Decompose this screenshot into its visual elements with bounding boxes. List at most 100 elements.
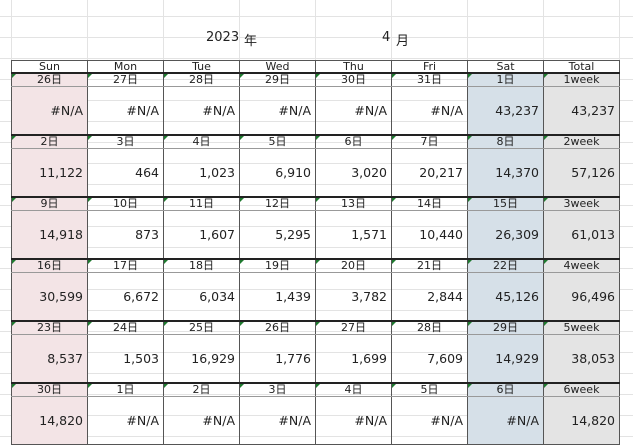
header-total[interactable]: Total — [543, 60, 620, 74]
date-cell-fri[interactable]: 14日 — [391, 196, 468, 211]
date-cell-sat[interactable]: 29日 — [467, 320, 544, 335]
value-cell-sat[interactable]: #N/A — [467, 396, 544, 445]
date-cell-tue[interactable]: 28日 — [163, 72, 240, 87]
value-cell-sat[interactable]: 26,309 — [467, 210, 544, 260]
date-cell-sat[interactable]: 8日 — [467, 134, 544, 149]
value-cell-sat[interactable]: 14,929 — [467, 334, 544, 384]
value-cell-tue[interactable]: 1,607 — [163, 210, 240, 260]
date-cell-tue[interactable]: 11日 — [163, 196, 240, 211]
date-cell-sat[interactable]: 1日 — [467, 72, 544, 87]
value-cell-fri[interactable]: 10,440 — [391, 210, 468, 260]
date-cell-thu[interactable]: 20日 — [315, 258, 392, 273]
value-cell-tue[interactable]: #N/A — [163, 396, 240, 445]
date-cell-total[interactable]: 3week — [543, 196, 620, 211]
value-cell-thu[interactable]: #N/A — [315, 396, 392, 445]
value-cell-sun[interactable]: 14,918 — [11, 210, 88, 260]
date-cell-mon[interactable]: 1日 — [87, 382, 164, 397]
header-wed[interactable]: Wed — [239, 60, 316, 74]
date-cell-tue[interactable]: 18日 — [163, 258, 240, 273]
value-cell-mon[interactable]: 873 — [87, 210, 164, 260]
date-cell-wed[interactable]: 5日 — [239, 134, 316, 149]
value-cell-wed[interactable]: #N/A — [239, 86, 316, 136]
value-cell-mon[interactable]: 1,503 — [87, 334, 164, 384]
header-tue[interactable]: Tue — [163, 60, 240, 74]
value-cell-sat[interactable]: 45,126 — [467, 272, 544, 322]
value-cell-tue[interactable]: #N/A — [163, 86, 240, 136]
date-cell-mon[interactable]: 24日 — [87, 320, 164, 335]
date-cell-thu[interactable]: 4日 — [315, 382, 392, 397]
value-cell-total[interactable]: 38,053 — [543, 334, 620, 384]
date-cell-tue[interactable]: 4日 — [163, 134, 240, 149]
date-cell-sat[interactable]: 22日 — [467, 258, 544, 273]
value-cell-mon[interactable]: #N/A — [87, 86, 164, 136]
date-cell-wed[interactable]: 26日 — [239, 320, 316, 335]
value-cell-mon[interactable]: 464 — [87, 148, 164, 198]
header-sat[interactable]: Sat — [467, 60, 544, 74]
value-cell-fri[interactable]: 2,844 — [391, 272, 468, 322]
date-cell-thu[interactable]: 13日 — [315, 196, 392, 211]
date-cell-sun[interactable]: 26日 — [11, 72, 88, 87]
value-cell-thu[interactable]: 1,699 — [315, 334, 392, 384]
value-cell-sun[interactable]: 30,599 — [11, 272, 88, 322]
value-cell-sun[interactable]: 11,122 — [11, 148, 88, 198]
value-cell-wed[interactable]: 1,776 — [239, 334, 316, 384]
date-cell-tue[interactable]: 25日 — [163, 320, 240, 335]
header-thu[interactable]: Thu — [315, 60, 392, 74]
date-cell-sun[interactable]: 2日 — [11, 134, 88, 149]
value-cell-fri[interactable]: 20,217 — [391, 148, 468, 198]
date-cell-thu[interactable]: 30日 — [315, 72, 392, 87]
value-cell-thu[interactable]: 1,571 — [315, 210, 392, 260]
date-cell-wed[interactable]: 29日 — [239, 72, 316, 87]
date-cell-mon[interactable]: 3日 — [87, 134, 164, 149]
date-cell-fri[interactable]: 7日 — [391, 134, 468, 149]
value-cell-total[interactable]: 43,237 — [543, 86, 620, 136]
value-cell-wed[interactable]: #N/A — [239, 396, 316, 445]
value-cell-mon[interactable]: #N/A — [87, 396, 164, 445]
header-fri[interactable]: Fri — [391, 60, 468, 74]
value-cell-tue[interactable]: 1,023 — [163, 148, 240, 198]
value-cell-tue[interactable]: 6,034 — [163, 272, 240, 322]
value-cell-fri[interactable]: #N/A — [391, 396, 468, 445]
date-cell-total[interactable]: 2week — [543, 134, 620, 149]
date-cell-sat[interactable]: 6日 — [467, 382, 544, 397]
date-cell-total[interactable]: 4week — [543, 258, 620, 273]
header-mon[interactable]: Mon — [87, 60, 164, 74]
value-cell-total[interactable]: 61,013 — [543, 210, 620, 260]
value-cell-thu[interactable]: #N/A — [315, 86, 392, 136]
value-cell-wed[interactable]: 1,439 — [239, 272, 316, 322]
date-cell-mon[interactable]: 10日 — [87, 196, 164, 211]
value-cell-sun[interactable]: #N/A — [11, 86, 88, 136]
date-cell-sun[interactable]: 9日 — [11, 196, 88, 211]
value-cell-total[interactable]: 57,126 — [543, 148, 620, 198]
date-cell-thu[interactable]: 6日 — [315, 134, 392, 149]
date-cell-sat[interactable]: 15日 — [467, 196, 544, 211]
value-cell-total[interactable]: 14,820 — [543, 396, 620, 445]
date-cell-fri[interactable]: 31日 — [391, 72, 468, 87]
date-cell-wed[interactable]: 12日 — [239, 196, 316, 211]
value-cell-sat[interactable]: 43,237 — [467, 86, 544, 136]
date-cell-total[interactable]: 6week — [543, 382, 620, 397]
value-cell-thu[interactable]: 3,020 — [315, 148, 392, 198]
date-cell-total[interactable]: 1week — [543, 72, 620, 87]
date-cell-wed[interactable]: 3日 — [239, 382, 316, 397]
value-cell-sun[interactable]: 14,820 — [11, 396, 88, 445]
month-cell[interactable]: 4 — [382, 30, 391, 45]
date-cell-fri[interactable]: 28日 — [391, 320, 468, 335]
value-cell-tue[interactable]: 16,929 — [163, 334, 240, 384]
date-cell-sun[interactable]: 16日 — [11, 258, 88, 273]
value-cell-mon[interactable]: 6,672 — [87, 272, 164, 322]
value-cell-fri[interactable]: #N/A — [391, 86, 468, 136]
value-cell-sat[interactable]: 14,370 — [467, 148, 544, 198]
value-cell-sun[interactable]: 8,537 — [11, 334, 88, 384]
date-cell-mon[interactable]: 27日 — [87, 72, 164, 87]
value-cell-wed[interactable]: 5,295 — [239, 210, 316, 260]
value-cell-thu[interactable]: 3,782 — [315, 272, 392, 322]
date-cell-sun[interactable]: 23日 — [11, 320, 88, 335]
date-cell-tue[interactable]: 2日 — [163, 382, 240, 397]
date-cell-fri[interactable]: 5日 — [391, 382, 468, 397]
date-cell-thu[interactable]: 27日 — [315, 320, 392, 335]
value-cell-total[interactable]: 96,496 — [543, 272, 620, 322]
date-cell-sun[interactable]: 30日 — [11, 382, 88, 397]
date-cell-fri[interactable]: 21日 — [391, 258, 468, 273]
date-cell-wed[interactable]: 19日 — [239, 258, 316, 273]
